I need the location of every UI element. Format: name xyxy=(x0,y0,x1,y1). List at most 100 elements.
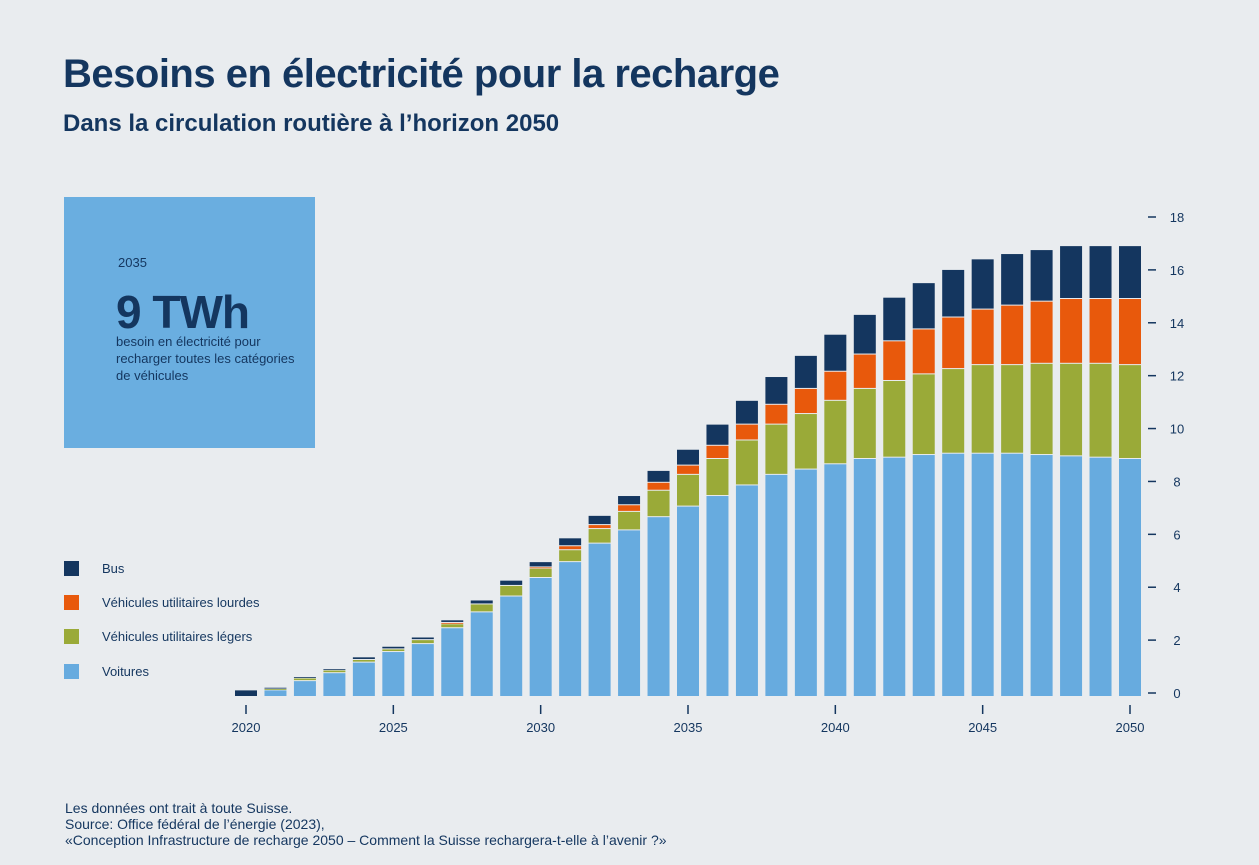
bar-segment xyxy=(883,457,906,696)
bar-segment xyxy=(441,622,464,624)
bar-segment xyxy=(1089,299,1112,363)
bar-segment xyxy=(853,459,876,696)
y-tick-label: 6 xyxy=(1173,527,1180,542)
bar-segment xyxy=(441,620,464,622)
bar-segment xyxy=(1060,363,1083,456)
bar-segment xyxy=(824,334,847,371)
bar-segment xyxy=(1089,363,1112,457)
legend-item-bus: Bus xyxy=(64,551,260,585)
footer-source: Les données ont trait à toute Suisse. So… xyxy=(65,800,667,848)
y-tick-label: 10 xyxy=(1170,422,1184,437)
bar-segment xyxy=(352,657,375,659)
legend-swatch xyxy=(64,629,79,645)
bar-segment xyxy=(647,482,670,490)
legend-label: Véhicules utilitaires lourdes xyxy=(102,594,260,610)
bar-segment xyxy=(971,259,994,309)
legend-label: Bus xyxy=(102,560,125,576)
bar-segment xyxy=(264,687,287,689)
y-tick-label: 2 xyxy=(1173,633,1180,648)
bar-segment xyxy=(1119,246,1141,299)
bar-segment xyxy=(1060,456,1083,696)
bar-segment xyxy=(1119,365,1141,458)
legend: Bus Véhicules utilitaires lourdes Véhicu… xyxy=(64,551,260,688)
x-tick-label: 2030 xyxy=(526,720,555,735)
bar-segment xyxy=(588,515,611,525)
bar-segment xyxy=(588,525,611,529)
bar-segment xyxy=(794,355,817,388)
bar-segment xyxy=(500,585,523,596)
bar-segment xyxy=(264,689,287,690)
highlight-year: 2035 xyxy=(118,255,147,270)
bar-segment xyxy=(500,580,523,585)
y-tick-label: 14 xyxy=(1170,316,1184,331)
bar-segment xyxy=(618,511,641,530)
x-tick-label: 2045 xyxy=(968,720,997,735)
bar-segment xyxy=(618,530,641,696)
bar-segment xyxy=(794,414,817,469)
bar-segment xyxy=(706,424,729,445)
bar-segment xyxy=(1001,365,1024,453)
bar-segment xyxy=(677,506,699,696)
bar-segment xyxy=(529,578,552,696)
bar-segment xyxy=(765,474,788,696)
bar-segment xyxy=(971,365,994,453)
bar-segment xyxy=(352,659,375,662)
bar-segment xyxy=(942,453,965,696)
bar-segment xyxy=(1089,457,1112,696)
bar-segment xyxy=(677,465,699,474)
bar-segment xyxy=(971,309,994,365)
bar-segment xyxy=(706,459,729,496)
y-tick-label: 4 xyxy=(1173,580,1180,595)
bar-segment xyxy=(1001,453,1024,696)
bar-segment xyxy=(1060,246,1083,299)
bar-segment xyxy=(883,341,906,380)
chart-title: Besoins en électricité pour la recharge xyxy=(63,52,780,96)
bar-segment xyxy=(647,490,670,517)
bar-segment xyxy=(264,690,287,696)
x-tick-label: 2035 xyxy=(674,720,703,735)
legend-swatch xyxy=(64,560,79,576)
bar-segment xyxy=(411,640,434,644)
bar-segment xyxy=(824,464,847,696)
bar-segment xyxy=(1030,363,1053,455)
bar-segment xyxy=(971,453,994,696)
bar-segment xyxy=(1119,299,1141,365)
bar-segment xyxy=(735,440,758,485)
footer-publication: «Conception Infrastructure de recharge 2… xyxy=(65,832,667,848)
legend-item-lourdes: Véhicules utilitaires lourdes xyxy=(64,585,260,619)
bar-segment xyxy=(765,377,788,404)
bar-segment xyxy=(411,644,434,696)
bar-segment xyxy=(1089,246,1112,299)
x-tick-label: 2025 xyxy=(379,720,408,735)
bar-segment xyxy=(883,380,906,457)
footer-source-line: Source: Office fédéral de l’énergie (202… xyxy=(65,816,325,832)
bar-segment xyxy=(1119,459,1141,696)
bar-segment xyxy=(853,388,876,458)
bar-segment xyxy=(942,317,965,369)
bar-segment xyxy=(735,485,758,696)
bar-segment xyxy=(500,596,523,696)
legend-label: Véhicules utilitaires légers xyxy=(102,629,253,645)
bar-segment xyxy=(735,400,758,424)
legend-swatch xyxy=(64,594,79,610)
bar-segment xyxy=(559,538,582,546)
bar-segment xyxy=(1030,250,1053,301)
bar-segment xyxy=(323,669,346,671)
bar-segment xyxy=(382,649,405,652)
bar-segment xyxy=(529,568,552,577)
legend-item-legers: Véhicules utilitaires légers xyxy=(64,620,260,654)
highlight-box: 2035 9 TWh besoin en électricité pour re… xyxy=(64,197,315,448)
bar-segment xyxy=(912,374,935,455)
bar-segment xyxy=(235,690,257,696)
bar-segment xyxy=(559,546,582,550)
chart-subtitle: Dans la circulation routière à l’horizon… xyxy=(63,110,560,137)
bar-segment xyxy=(470,612,493,696)
x-tick-label: 2050 xyxy=(1116,720,1145,735)
bar-segment xyxy=(618,505,641,511)
bar-segment xyxy=(441,628,464,696)
bar-segment xyxy=(293,677,316,678)
bar-segment xyxy=(352,662,375,696)
bar-segment xyxy=(942,369,965,453)
bar-segment xyxy=(647,470,670,482)
